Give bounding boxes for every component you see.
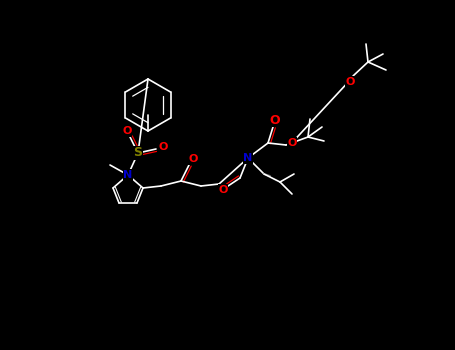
Text: O: O — [158, 142, 168, 152]
Text: O: O — [287, 138, 297, 148]
Text: S: S — [133, 147, 142, 160]
Text: O: O — [188, 154, 197, 164]
Text: O: O — [218, 185, 228, 195]
Text: O: O — [345, 77, 355, 87]
Text: O: O — [122, 126, 131, 136]
Text: O: O — [270, 113, 280, 126]
Text: N: N — [123, 170, 132, 180]
Text: N: N — [243, 153, 253, 163]
